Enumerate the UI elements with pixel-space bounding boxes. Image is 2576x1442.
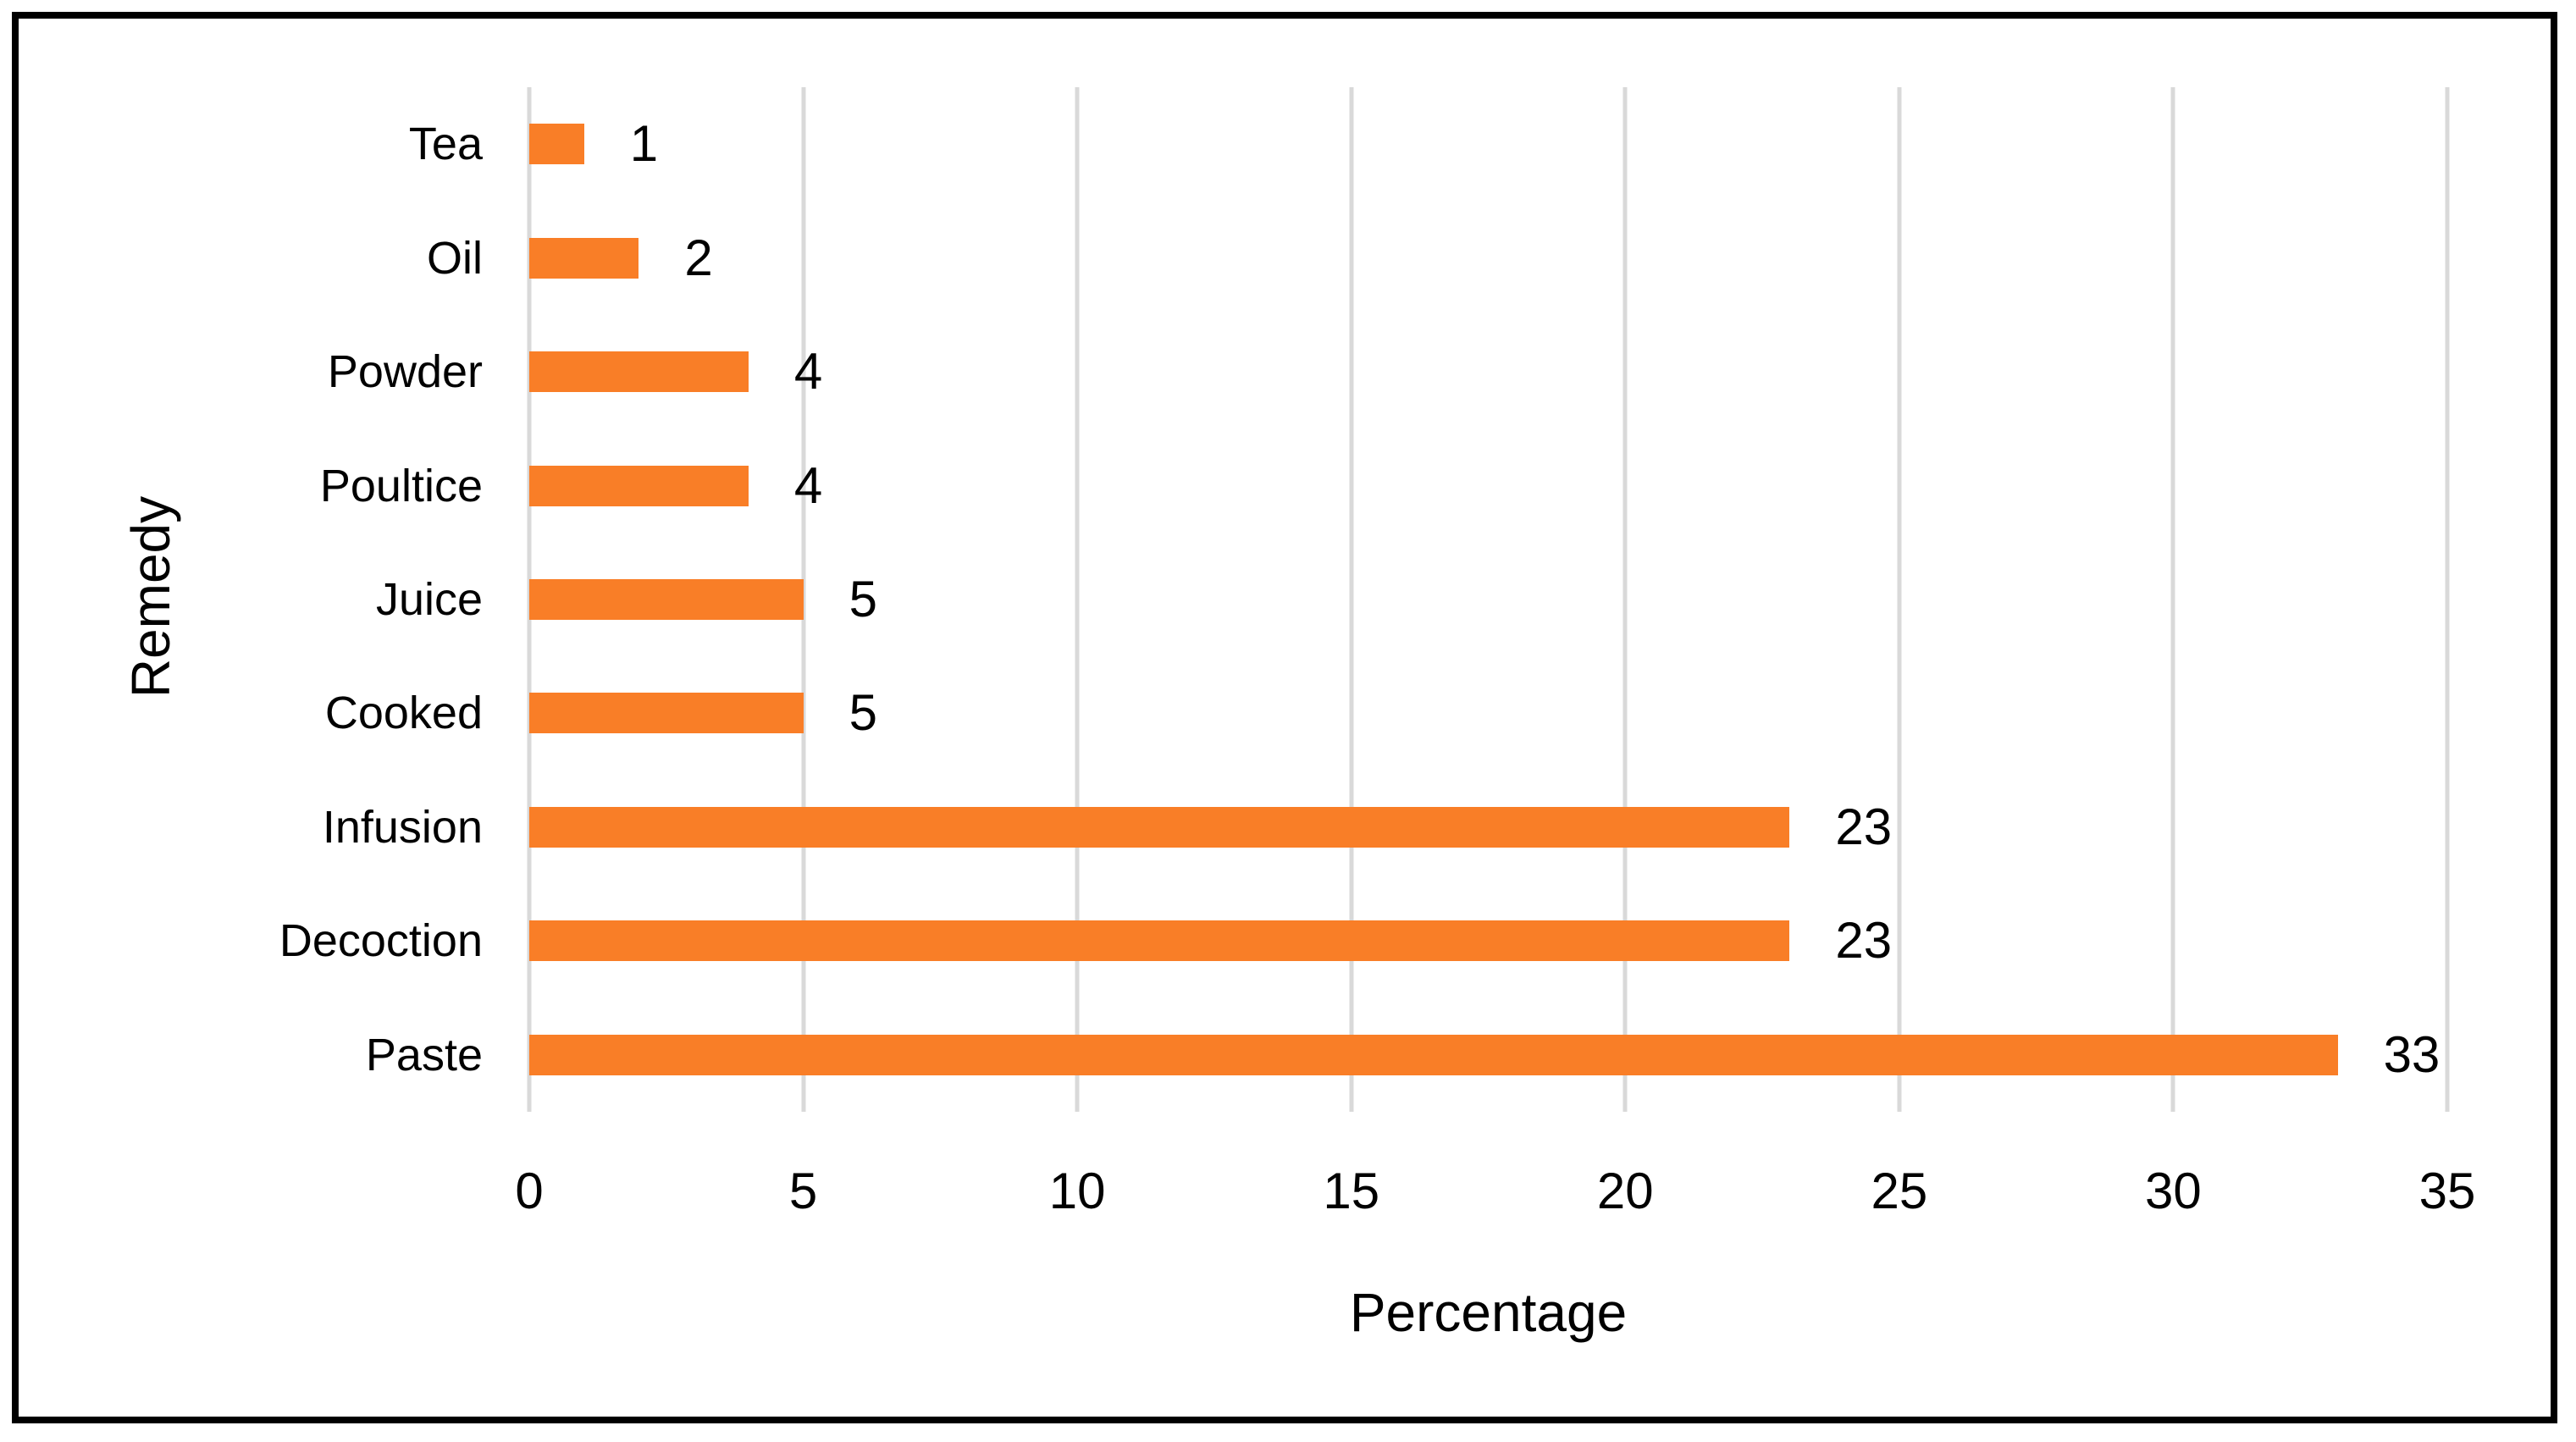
bar-row-paste: 33 [529,998,2447,1112]
category-label-cooked: Cooked [324,688,483,739]
category-label-infusion: Infusion [322,801,483,853]
bar-cooked [529,693,804,734]
bar-paste [529,1034,2338,1075]
bar-row-infusion: 23 [529,771,2447,884]
value-label-poultice: 4 [793,456,823,514]
gridline-x-20 [1622,87,1628,1112]
x-tick-label-10: 10 [1048,1163,1106,1219]
x-tick-label-35: 35 [2418,1163,2476,1219]
bar-tea [529,124,584,165]
bar-row-juice: 5 [529,543,2447,656]
bar-row-cooked: 5 [529,656,2447,770]
bar-row-poultice: 4 [529,428,2447,542]
chart-outer-border [12,12,2557,1423]
category-label-poultice: Poultice [319,460,483,511]
value-label-juice: 5 [849,570,877,627]
x-tick-label-30: 30 [2145,1163,2202,1219]
value-label-decoction: 23 [1835,912,1893,970]
x-tick-label-0: 0 [515,1163,544,1219]
bar-row-powder: 4 [529,315,2447,428]
bar-juice [529,578,804,620]
x-tick-label-5: 5 [788,1163,818,1219]
x-axis-title: Percentage [1349,1282,1628,1343]
category-label-tea: Tea [408,119,483,170]
y-axis-category-labels: Tea Oil Powder Poultice Juice Cooked Infusion D… [0,87,483,1112]
x-tick-label-20: 20 [1596,1163,1654,1219]
value-label-cooked: 5 [849,684,877,742]
gridline-x-15 [1349,87,1354,1112]
category-label-juice: Juice [375,573,483,625]
value-label-powder: 4 [793,343,823,401]
bar-decoction [529,920,1790,962]
gridline-x-35 [2445,87,2450,1112]
value-label-oil: 2 [684,229,713,286]
gridline-x-30 [2170,87,2175,1112]
x-axis-tick-labels: 0 5 10 15 20 25 30 35 [515,1163,2475,1225]
value-label-infusion: 23 [1835,798,1893,855]
category-label-paste: Paste [365,1029,483,1080]
bar-row-oil: 2 [529,201,2447,314]
bar-infusion [529,806,1790,848]
bar-poultice [529,465,749,506]
gridline-x-10 [1075,87,1080,1112]
category-label-decoction: Decoction [279,915,483,967]
plot-area: 1 2 4 4 5 5 23 23 33 [527,87,2450,1112]
bar-powder [529,351,749,393]
category-label-powder: Powder [327,346,483,398]
value-label-paste: 33 [2383,1025,2441,1083]
x-tick-label-15: 15 [1323,1163,1380,1219]
category-label-oil: Oil [427,232,483,284]
x-tick-label-25: 25 [1871,1163,1928,1219]
bar-oil [529,237,639,279]
bar-row-tea: 1 [529,87,2447,201]
value-label-tea: 1 [629,115,659,173]
gridline-x-25 [1897,87,1902,1112]
gridline-x-5 [801,87,806,1112]
bar-row-decoction: 23 [529,884,2447,997]
